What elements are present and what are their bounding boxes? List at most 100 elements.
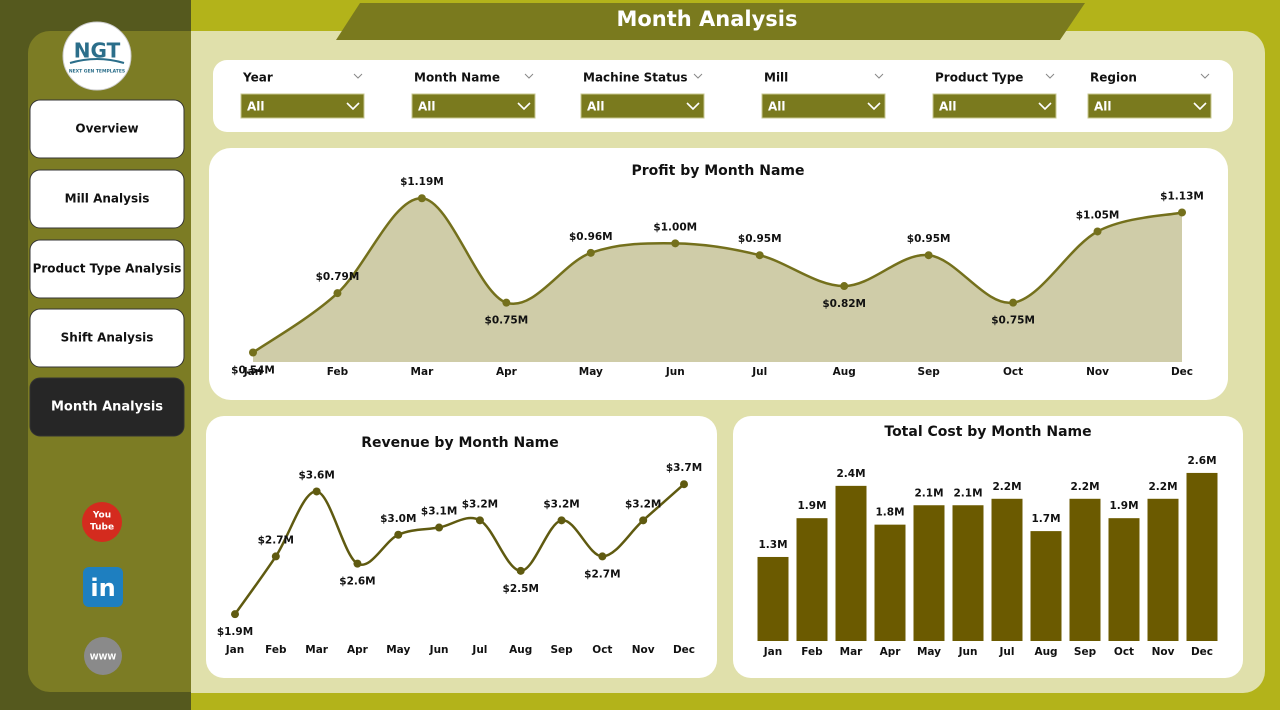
filter-label: Region (1090, 71, 1137, 85)
dropdown-value: All (1094, 100, 1112, 114)
point (924, 251, 933, 260)
data-label: 1.9M (1109, 500, 1138, 512)
point (249, 348, 257, 357)
chevron (346, 102, 360, 111)
chevron (1045, 73, 1055, 79)
data-label: $0.54M (231, 365, 275, 377)
data-label: $0.79M (316, 271, 360, 283)
nav-label: Month Analysis (51, 400, 163, 415)
dropdown-value: All (587, 100, 605, 114)
x-tick-label: Dec (1171, 366, 1193, 378)
filter-label: Month Name (414, 71, 500, 85)
filter-label: Year (242, 71, 273, 85)
chevron (524, 73, 534, 79)
youtube-icon[interactable] (82, 502, 122, 542)
nav-label: Product Type Analysis (33, 262, 182, 276)
data-label: $1.13M (1160, 190, 1204, 202)
filter-label: Machine Status (583, 71, 688, 85)
dropdown-value: All (418, 100, 436, 114)
data-label: $3.6M (298, 469, 334, 481)
nav-button[interactable] (29, 169, 185, 229)
x-tick-label: Dec (673, 644, 695, 656)
nav-button[interactable] (29, 99, 185, 159)
filter-label: Mill (764, 71, 788, 85)
youtube-text: You (92, 511, 111, 521)
data-label: $2.7M (258, 534, 294, 546)
data-label: $1.19M (400, 176, 444, 188)
data-label: 1.7M (1031, 513, 1060, 525)
point (586, 248, 595, 257)
point (502, 298, 511, 307)
x-tick-label: Feb (327, 366, 349, 378)
x-tick-label: Nov (1086, 366, 1109, 378)
chart-title: Total Cost by Month Name (884, 424, 1091, 440)
dropdown[interactable] (411, 93, 536, 119)
x-tick-label: Dec (1191, 646, 1213, 658)
logo-swoosh (69, 58, 125, 64)
nav-button[interactable] (29, 239, 185, 299)
dropdown[interactable] (1087, 93, 1212, 119)
point (417, 194, 426, 203)
web-text: WWW (90, 653, 117, 662)
point (394, 530, 403, 539)
x-tick-label: Aug (509, 644, 532, 656)
point (840, 282, 849, 291)
chevron (693, 73, 703, 79)
dropdown[interactable] (580, 93, 705, 119)
data-label: $0.75M (991, 315, 1035, 327)
dropdown-value: All (939, 100, 957, 114)
nav-button[interactable] (29, 377, 185, 437)
dropdown-value: All (247, 100, 265, 114)
data-label: $2.7M (584, 568, 620, 580)
x-tick-label: Nov (1152, 646, 1175, 658)
x-tick-label: Oct (1003, 366, 1023, 378)
data-label: 2.4M (836, 468, 865, 480)
x-tick-label: Feb (265, 644, 287, 656)
title-banner (336, 3, 1085, 40)
dropdown[interactable] (761, 93, 886, 119)
x-tick-label: Jan (763, 646, 782, 658)
chevron (517, 102, 531, 111)
x-tick-label: Jan (225, 644, 244, 656)
data-label: 1.9M (797, 500, 826, 512)
point (755, 251, 764, 260)
x-tick-label: Jul (751, 366, 767, 378)
point (312, 487, 321, 496)
data-label: $3.1M (421, 506, 457, 518)
point (1178, 208, 1186, 217)
linkedin-icon[interactable] (83, 567, 123, 607)
nav-label: Overview (75, 122, 138, 136)
x-tick-label: Jul (999, 646, 1015, 658)
x-tick-label: Oct (592, 644, 612, 656)
x-tick-label: Sep (1074, 646, 1097, 658)
point (516, 566, 525, 575)
dropdown[interactable] (240, 93, 365, 119)
data-label: $3.0M (380, 513, 416, 525)
point (353, 559, 362, 568)
bar (1030, 531, 1062, 641)
bar (1147, 498, 1179, 641)
x-tick-label: Apr (880, 646, 902, 658)
x-tick-label: May (917, 646, 941, 658)
x-tick-label: Jul (471, 644, 487, 656)
point (475, 516, 484, 525)
chevron (1200, 73, 1210, 79)
data-label: 1.3M (758, 539, 787, 551)
bar (874, 524, 906, 641)
data-label: 1.8M (875, 507, 904, 519)
data-label: $0.95M (907, 233, 951, 245)
x-tick-label: Apr (496, 366, 518, 378)
data-label: $3.7M (666, 462, 702, 474)
area (253, 198, 1182, 362)
chart-title: Profit by Month Name (631, 163, 804, 179)
point (680, 480, 688, 489)
nav-button[interactable] (29, 308, 185, 368)
web-icon[interactable] (84, 637, 122, 675)
dropdown[interactable] (932, 93, 1057, 119)
data-label: $1.00M (653, 221, 697, 233)
bar (1069, 498, 1101, 641)
bar (796, 518, 828, 641)
revenue-panel (206, 416, 717, 678)
data-label: 2.2M (992, 481, 1021, 493)
point (333, 289, 342, 298)
